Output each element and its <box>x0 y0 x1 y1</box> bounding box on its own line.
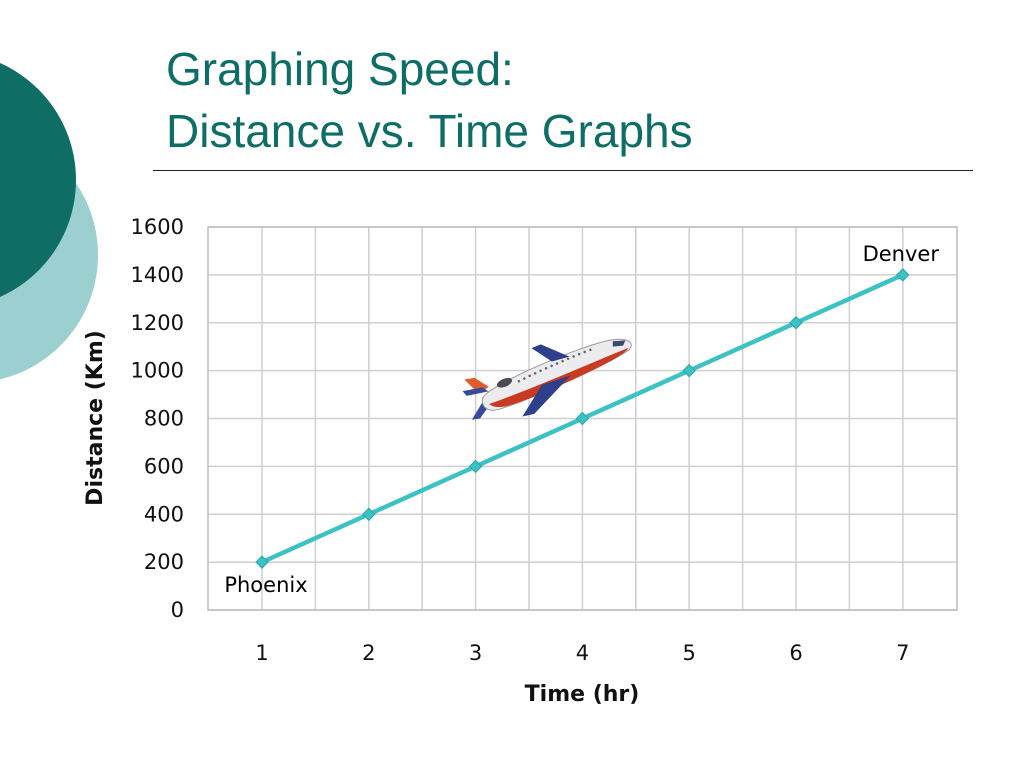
x-tick-label: 3 <box>469 641 482 665</box>
y-tick-label: 800 <box>144 407 184 431</box>
data-point-marker <box>789 316 803 330</box>
y-axis-label: Distance (Km) <box>83 330 108 506</box>
x-tick-label: 7 <box>896 641 909 665</box>
x-tick-label: 1 <box>255 641 268 665</box>
x-tick-labels: 1 2 3 4 5 6 7 <box>255 641 909 665</box>
slide-title-line-2: Distance vs. Time Graphs <box>166 105 693 157</box>
slide-title-line-1: Graphing Speed: <box>166 43 514 95</box>
dark-teal-circle <box>0 63 76 297</box>
data-point-marker <box>896 268 910 282</box>
y-tick-label: 1200 <box>131 311 184 335</box>
y-tick-label: 1400 <box>131 263 184 287</box>
x-tick-label: 5 <box>683 641 696 665</box>
y-tick-label: 200 <box>144 550 184 574</box>
data-point-marker <box>362 507 376 521</box>
x-axis-label: Time (hr) <box>525 682 640 707</box>
y-tick-label: 400 <box>144 502 184 526</box>
title-underline <box>153 170 973 171</box>
plot-area-border <box>207 226 958 611</box>
airplane-icon <box>462 338 632 420</box>
data-point-marker <box>682 363 696 378</box>
y-tick-label: 1000 <box>131 359 184 383</box>
data-point-marker <box>468 459 483 474</box>
phoenix-annotation: Phoenix <box>224 573 307 597</box>
data-markers <box>255 268 910 569</box>
x-tick-label: 2 <box>362 641 375 665</box>
data-point-marker <box>575 411 590 426</box>
y-tick-label: 600 <box>144 454 184 478</box>
y-tick-label: 0 <box>171 598 184 622</box>
denver-annotation: Denver <box>863 242 940 266</box>
point-annotations: Phoenix Denver <box>224 242 939 597</box>
data-point-marker <box>255 555 269 569</box>
x-tick-label: 4 <box>576 641 589 665</box>
x-tick-label: 6 <box>789 641 802 665</box>
y-tick-labels: 0 200 400 600 800 1000 1200 1400 1600 <box>131 215 184 622</box>
y-tick-label: 1600 <box>131 215 184 239</box>
